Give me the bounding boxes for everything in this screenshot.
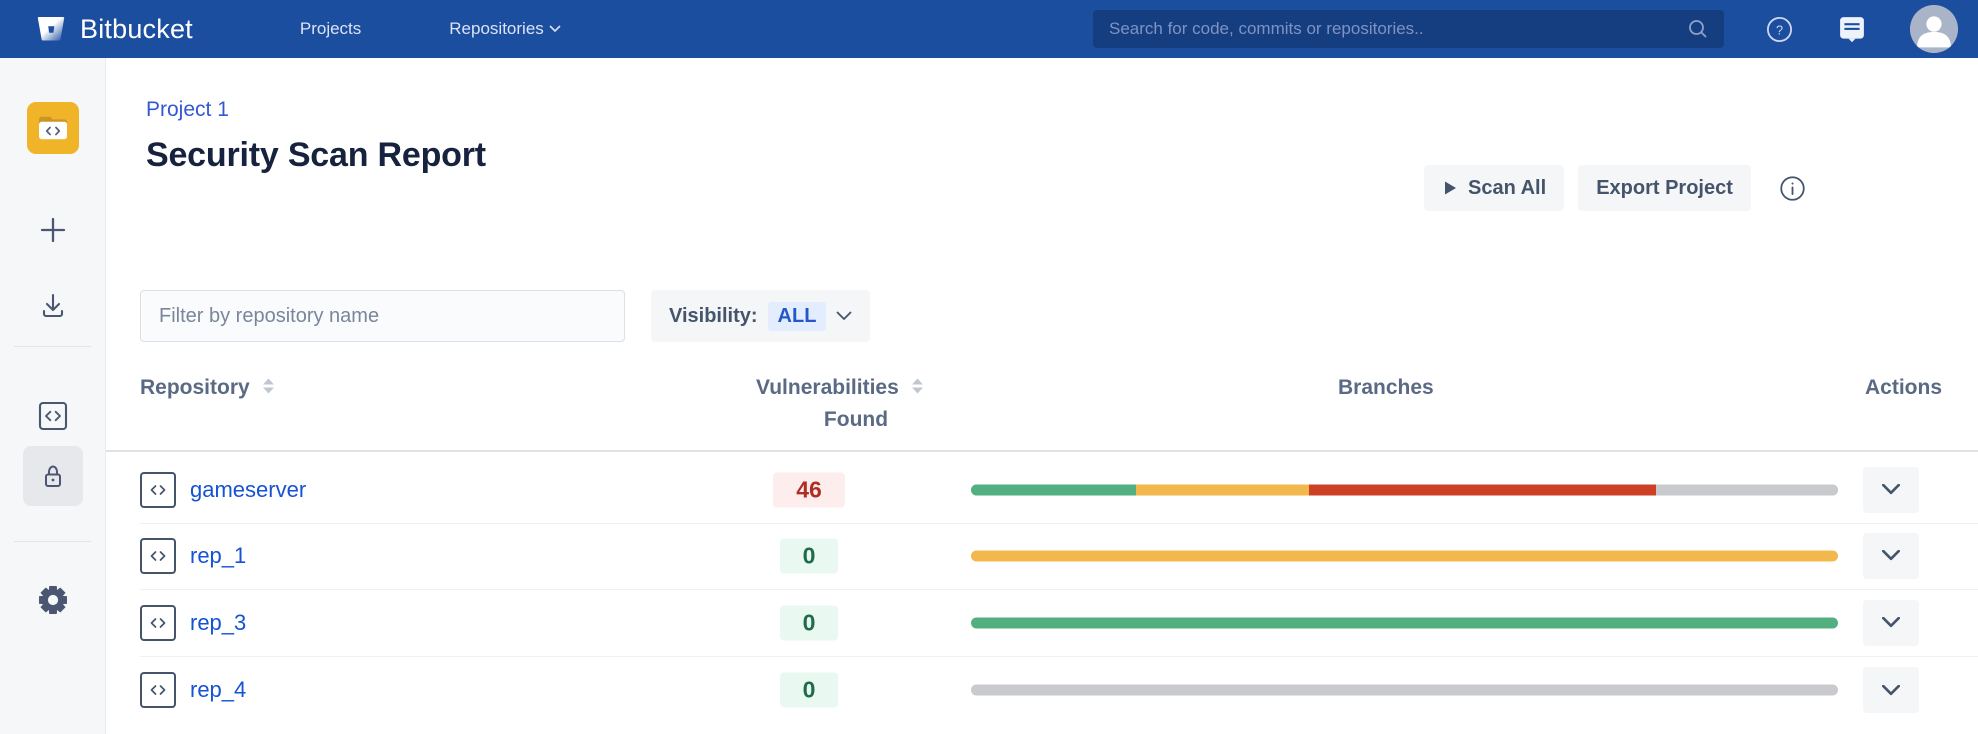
svg-text:?: ?	[1776, 23, 1783, 37]
